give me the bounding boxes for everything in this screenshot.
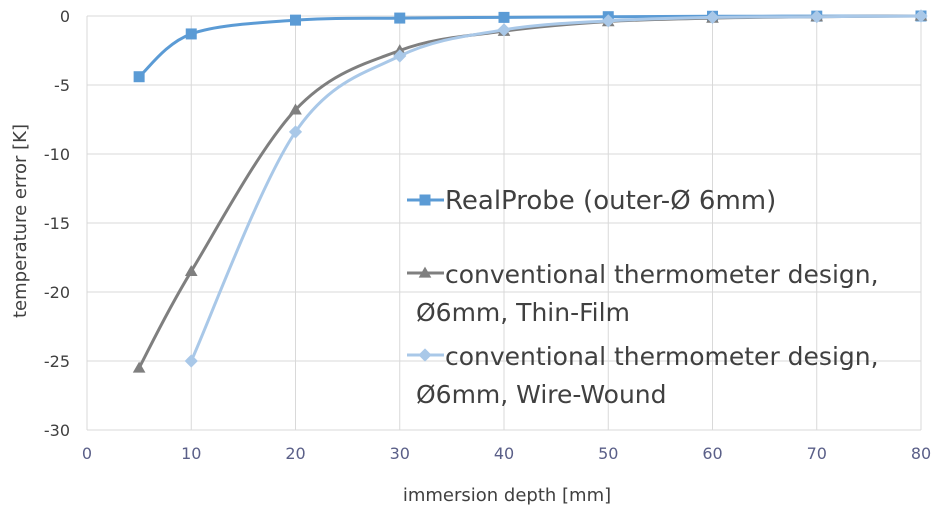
legend-label-line: RealProbe (outer-Ø 6mm) [445,186,776,216]
data-point [601,14,615,28]
data-point [289,103,302,115]
y-tick-label: 0 [60,7,70,26]
data-point [290,14,301,26]
x-tick-label: 50 [598,444,618,463]
data-point [133,71,145,83]
data-point [497,23,511,37]
data-point [288,125,303,139]
data-point [184,264,198,276]
x-tick-label: 30 [390,444,410,463]
series-group [132,9,928,373]
legend-entry-triangle: conventional thermometer design, Ø6mm, Th… [407,260,879,327]
data-point [914,9,928,23]
legend-marker [419,194,431,206]
x-axis-ticks: 0 10 20 30 40 50 60 70 80 [82,444,931,463]
series-diamond [184,9,928,368]
data-point [132,361,146,373]
y-tick-label: -5 [54,76,70,95]
x-tick-label: 10 [181,444,201,463]
series-square [133,10,927,83]
series-line [189,14,923,363]
legend-entry-diamond: conventional thermometer design, Ø6mm, Wi… [407,342,879,409]
grid [86,15,922,431]
x-tick-label: 70 [807,444,827,463]
y-tick-label: -20 [44,283,70,302]
x-tick-label: 20 [285,444,305,463]
x-tick-label: 0 [82,444,92,463]
x-tick-label: 60 [702,444,722,463]
legend-label: conventional thermometer design, Ø6mm, Th… [416,260,879,327]
legend-label-line: conventional thermometer design, [445,260,879,289]
data-point [810,10,824,24]
legend-label: conventional thermometer design, Ø6mm, Wi… [416,342,879,409]
y-axis-title: temperature error [K] [10,124,31,318]
data-point [185,28,197,40]
data-point [393,49,407,63]
x-tick-label: 40 [494,444,514,463]
x-tick-label: 80 [911,444,931,463]
data-point [498,11,510,23]
data-point [394,12,406,24]
legend-label-line: conventional thermometer design, [445,342,879,371]
data-point [184,354,198,368]
x-axis-title: immersion depth [mm] [403,485,611,506]
y-tick-label: -30 [44,421,70,440]
data-point [705,10,720,24]
legend-label-line: Ø6mm, Wire-Wound [416,380,667,409]
legend: RealProbe (outer-Ø 6mm) conventional ther… [407,186,879,409]
y-tick-label: -15 [44,214,70,233]
legend-marker [418,266,432,278]
legend-entry-square: RealProbe (outer-Ø 6mm) [407,186,776,216]
y-tick-label: -25 [44,352,70,371]
y-axis-ticks: 0 -5 -10 -15 -20 -25 -30 [44,7,70,440]
legend-label: RealProbe (outer-Ø 6mm) [445,186,776,216]
legend-marker [418,348,432,362]
legend-label-line: Ø6mm, Thin-Film [416,298,630,327]
y-tick-label: -10 [44,145,70,164]
